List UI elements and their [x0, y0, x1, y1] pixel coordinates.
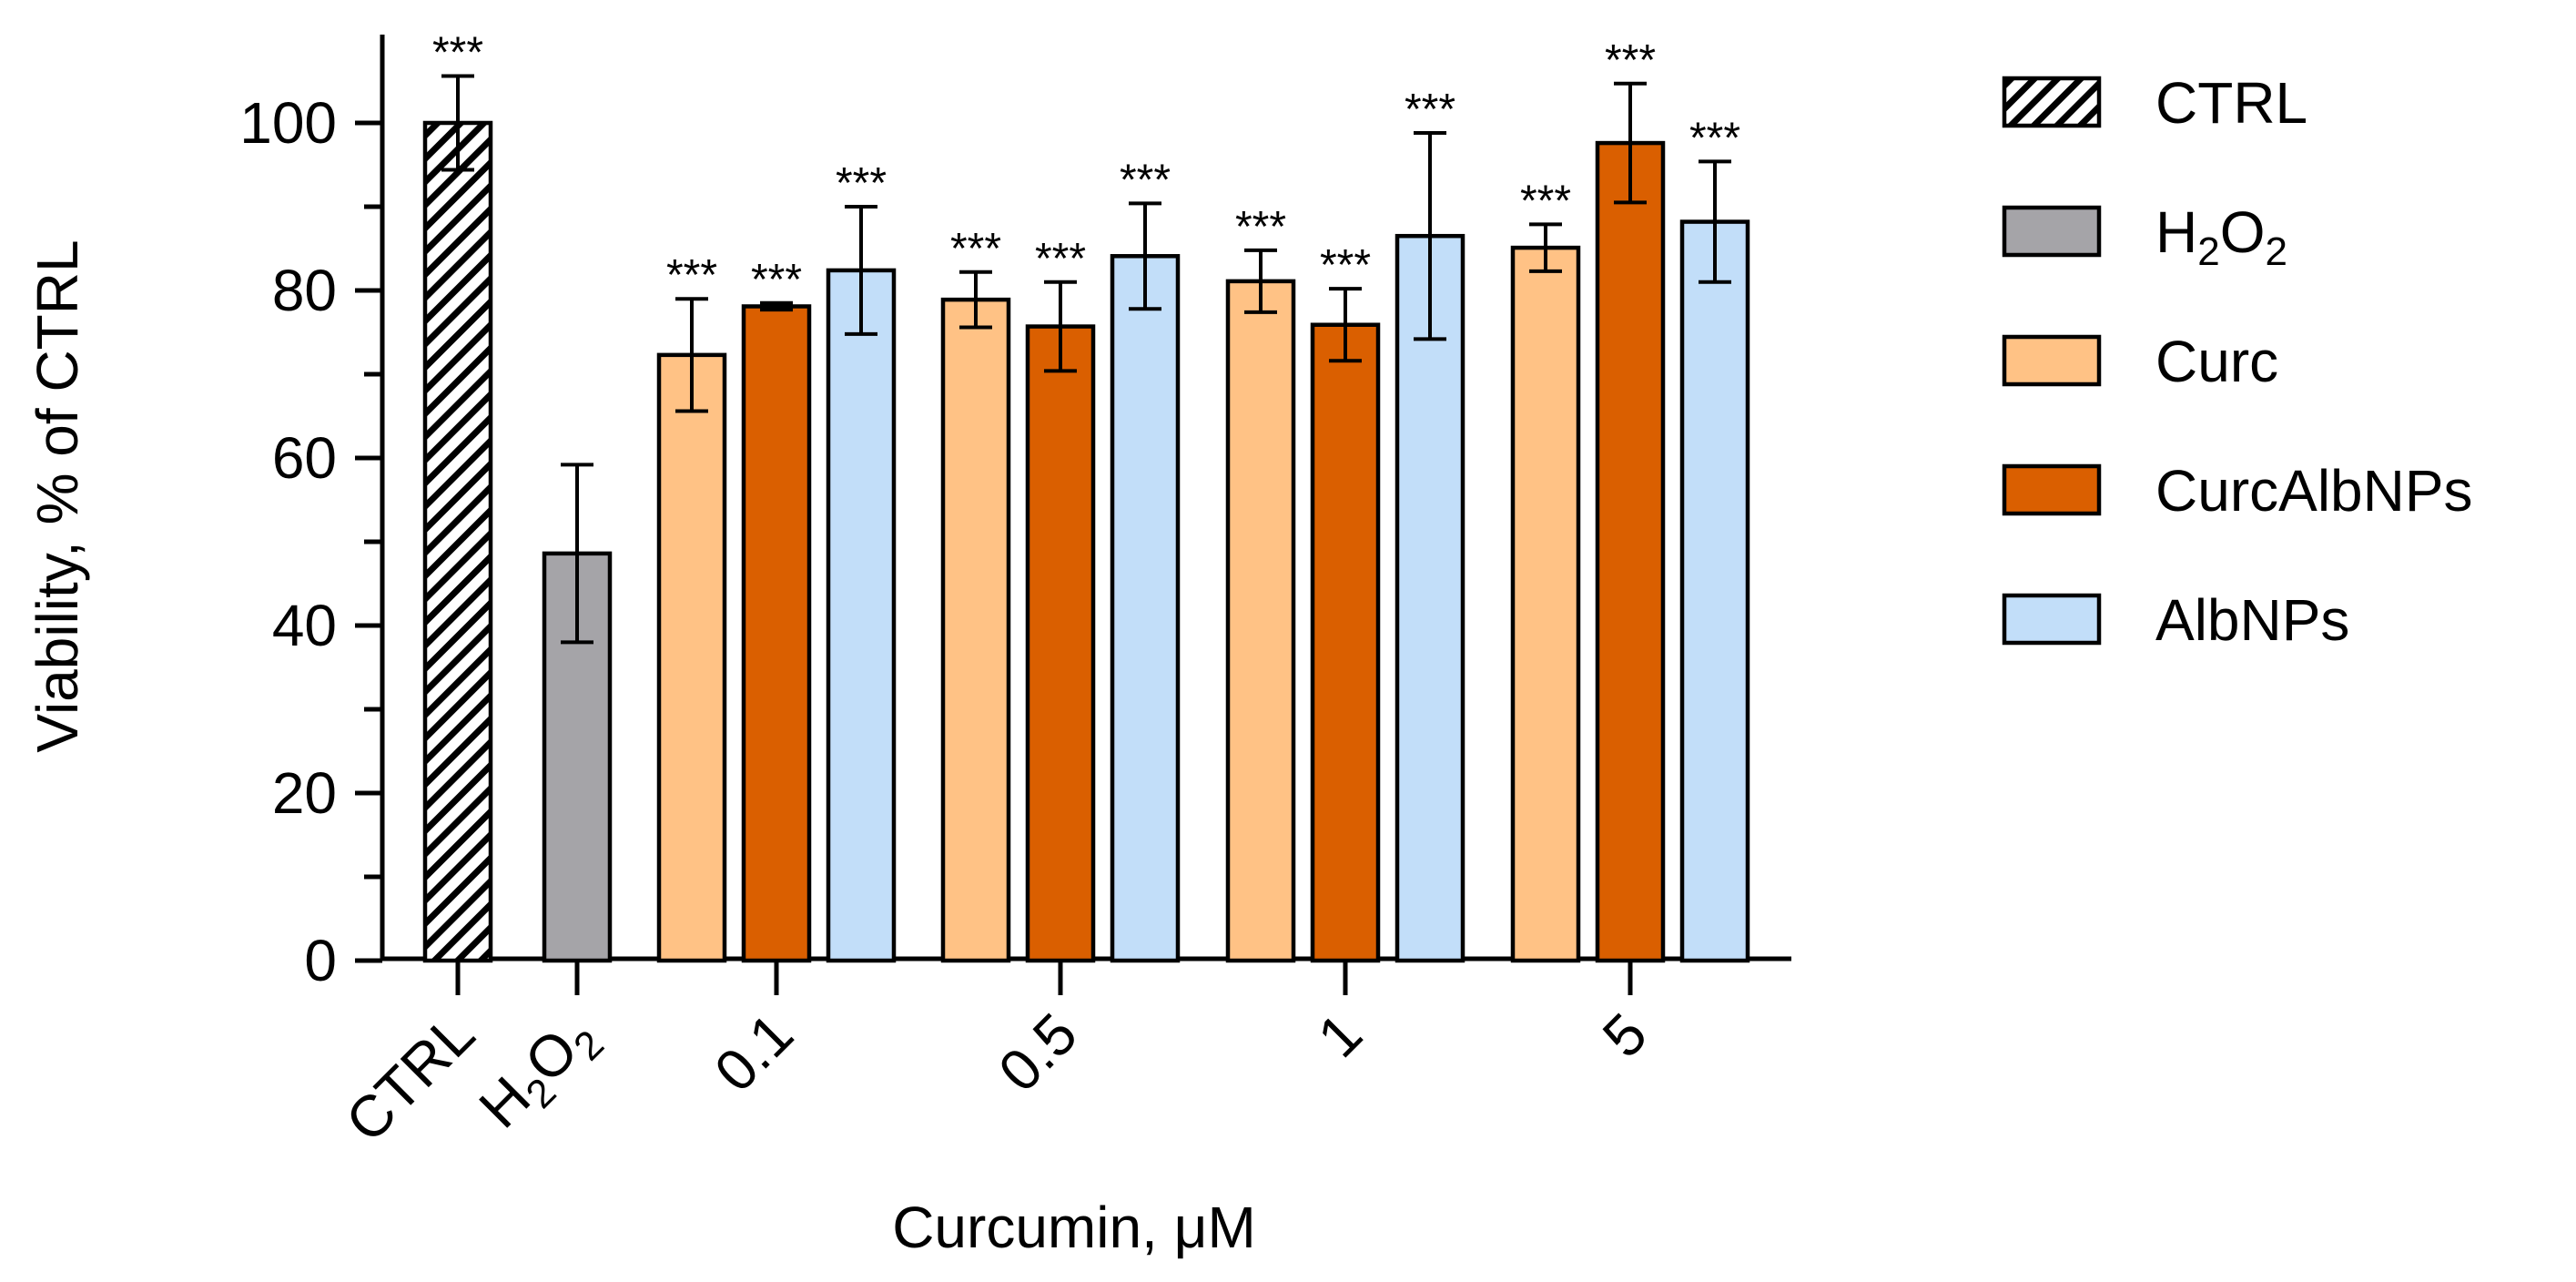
legend: CTRL H2O2 Curc CurcAlbNPs AlbNPs	[2002, 70, 2473, 653]
y-tick-label: 40	[272, 593, 337, 658]
significance-label: ***	[950, 225, 1001, 273]
legend-swatch	[2002, 76, 2102, 128]
x-tick-label: CTRL	[333, 1001, 487, 1155]
legend-label: Curc	[2155, 329, 2278, 394]
significance-label: ***	[1120, 156, 1171, 204]
bar-curc-0.1	[656, 352, 727, 963]
bar-curcalbnps-1	[1310, 322, 1381, 963]
legend-item: H2O2	[2002, 199, 2287, 274]
legend-label: AlbNPs	[2155, 587, 2349, 653]
x-tick-label: 1	[1305, 1001, 1374, 1070]
error-bar-albnps-0.5	[1129, 201, 1161, 311]
error-bar-h2o2	[561, 463, 593, 645]
y-axis-title: Viability, % of CTRL	[25, 239, 90, 752]
significance-label: ***	[1320, 241, 1371, 290]
legend-swatch	[2002, 593, 2102, 646]
error-bar-curcalbnps-1	[1329, 287, 1362, 363]
significance-label: ***	[1605, 36, 1656, 85]
bar-ctrl	[422, 120, 493, 963]
significance-label: ***	[1520, 177, 1571, 225]
error-bar-albnps-5	[1699, 159, 1731, 284]
x-tick-label: H2O2	[466, 1001, 612, 1146]
bar-albnps-0.1	[826, 268, 897, 963]
significance-label: ***	[1235, 203, 1286, 251]
error-bar-curcalbnps-0.5	[1044, 280, 1077, 373]
bars: *** *** *** *** *** *** *** *** *** *** *** *** ***	[422, 28, 1750, 963]
bar-curc-0.5	[940, 297, 1011, 963]
bar-albnps-1	[1394, 233, 1465, 963]
error-bar-curcalbnps-0.1	[760, 300, 793, 312]
error-bar-curc-0.1	[675, 297, 708, 413]
significance-label: ***	[836, 159, 887, 208]
error-bar-curc-1	[1244, 248, 1277, 314]
x-tick-label: 5	[1590, 1001, 1659, 1070]
legend-item: Curc	[2002, 329, 2278, 394]
bar-albnps-0.5	[1110, 254, 1181, 963]
error-bar-curc-5	[1529, 222, 1562, 273]
legend-swatch	[2002, 334, 2102, 387]
error-bar-albnps-1	[1414, 131, 1446, 341]
y-tick-label: 0	[304, 928, 337, 993]
x-axis-title: Curcumin, μM	[892, 1195, 1256, 1260]
bar-curcalbnps-0.5	[1025, 324, 1096, 963]
significance-label: ***	[432, 28, 483, 76]
legend-item: AlbNPs	[2002, 587, 2349, 653]
y-ticks: 0 20 40 60 80 100	[239, 90, 382, 993]
significance-label: ***	[751, 256, 802, 304]
y-tick-label: 60	[272, 425, 337, 491]
bar-curcalbnps-0.1	[741, 304, 812, 963]
bar-curc-5	[1510, 245, 1581, 963]
significance-label: ***	[666, 251, 717, 300]
legend-item: CurcAlbNPs	[2002, 458, 2473, 524]
error-bar-ctrl	[441, 74, 474, 172]
bar-albnps-5	[1679, 219, 1750, 963]
y-tick-label: 100	[239, 90, 337, 156]
bar-curcalbnps-5	[1595, 140, 1666, 963]
error-bar-curc-0.5	[959, 270, 992, 330]
legend-label: CTRL	[2155, 70, 2307, 136]
y-tick-label: 80	[272, 258, 337, 323]
y-tick-label: 20	[272, 760, 337, 826]
significance-label: ***	[1689, 114, 1740, 162]
legend-item: CTRL	[2002, 70, 2307, 136]
x-tick-label: 0.5	[986, 1001, 1090, 1104]
error-bar-curcalbnps-5	[1614, 81, 1647, 205]
x-tick-label: 0.1	[702, 1001, 806, 1104]
legend-swatch	[2002, 463, 2102, 516]
significance-label: ***	[1405, 86, 1455, 134]
error-bar-albnps-0.1	[845, 205, 877, 336]
legend-label: CurcAlbNPs	[2155, 458, 2473, 524]
bar-curc-1	[1225, 279, 1296, 963]
legend-swatch	[2002, 205, 2102, 258]
legend-label: H2O2	[2155, 199, 2287, 274]
significance-label: ***	[1035, 235, 1086, 283]
